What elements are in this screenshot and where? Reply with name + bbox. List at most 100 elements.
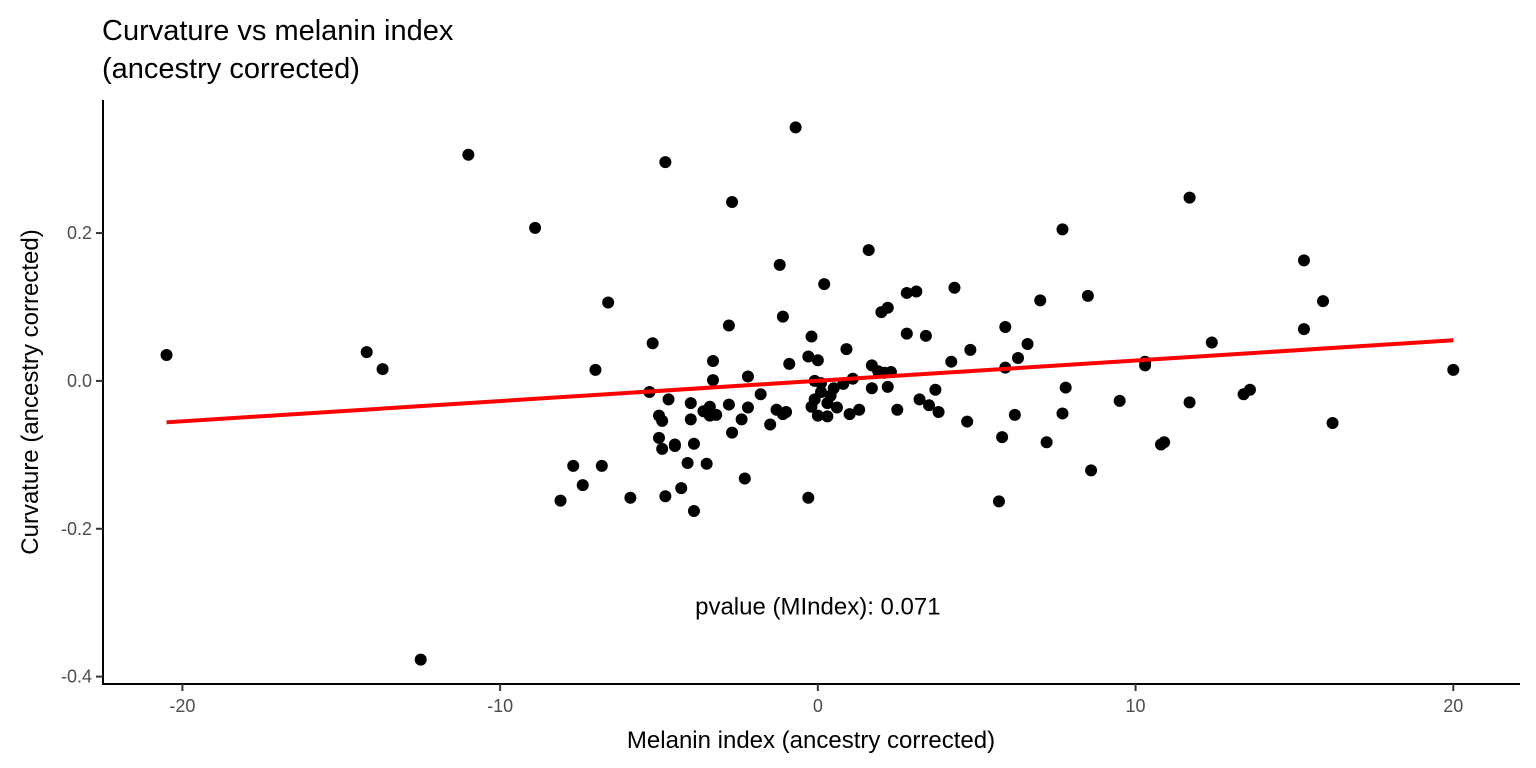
- data-point: [741, 401, 754, 414]
- data-point: [659, 490, 672, 503]
- data-point: [662, 393, 675, 406]
- data-point: [1012, 351, 1025, 364]
- data-point: [710, 408, 723, 421]
- x-tick-label: -20: [169, 696, 195, 716]
- data-point: [891, 403, 904, 416]
- data-point: [529, 221, 542, 234]
- data-point: [624, 491, 637, 504]
- x-tick-label: 20: [1443, 696, 1463, 716]
- data-point: [589, 363, 602, 376]
- data-point: [964, 343, 977, 356]
- data-point: [900, 286, 913, 299]
- y-axis-title: Curvature (ancestry corrected): [17, 229, 44, 554]
- data-point: [1113, 394, 1126, 407]
- data-point: [1183, 396, 1196, 409]
- data-point: [802, 491, 815, 504]
- data-point: [815, 386, 828, 398]
- data-point: [1183, 191, 1196, 204]
- data-point: [1059, 381, 1072, 394]
- data-point: [776, 310, 789, 323]
- data-point: [754, 388, 767, 401]
- data-point: [659, 156, 672, 169]
- data-point: [1297, 254, 1310, 267]
- data-point: [1297, 323, 1310, 336]
- data-point: [684, 397, 697, 410]
- data-point: [462, 148, 475, 161]
- data-point: [827, 382, 840, 395]
- data-point: [1447, 363, 1460, 376]
- y-tick-label: 0.0: [67, 371, 92, 391]
- data-point: [811, 409, 824, 422]
- data-point: [830, 401, 843, 414]
- data-point: [1040, 436, 1053, 449]
- data-point: [1056, 223, 1069, 236]
- data-point: [376, 363, 389, 376]
- y-axis-ticks: -0.4 -0.2 0.0 0.2: [61, 223, 103, 687]
- data-point: [722, 398, 735, 411]
- x-tick-label: -10: [487, 696, 513, 716]
- data-point: [1205, 336, 1218, 349]
- data-point: [414, 653, 427, 666]
- x-axis-title: Melanin index (ancestry corrected): [627, 727, 995, 754]
- data-point: [862, 244, 875, 257]
- data-point: [783, 357, 796, 370]
- data-point: [741, 370, 754, 383]
- data-point: [687, 437, 700, 450]
- x-tick-label: 10: [1126, 696, 1146, 716]
- data-point: [1008, 408, 1021, 421]
- data-point: [929, 383, 942, 396]
- data-point: [1317, 295, 1330, 308]
- data-point: [805, 330, 818, 343]
- data-point: [1021, 337, 1034, 350]
- data-point: [764, 418, 777, 431]
- data-point: [818, 278, 831, 291]
- pvalue-annotation: pvalue (MIndex): 0.071: [695, 593, 940, 620]
- data-point: [802, 350, 815, 363]
- data-point: [726, 196, 739, 209]
- data-point: [738, 472, 751, 485]
- y-tick-label: -0.2: [61, 519, 92, 539]
- data-point: [961, 415, 974, 428]
- data-point: [681, 456, 694, 469]
- data-point: [703, 400, 716, 413]
- data-point: [576, 479, 589, 492]
- x-tick-label: 0: [813, 696, 823, 716]
- data-point: [1085, 464, 1098, 477]
- data-point: [900, 327, 913, 340]
- data-point: [843, 408, 856, 421]
- data-point: [735, 413, 748, 426]
- data-point: [1243, 383, 1256, 396]
- data-point: [726, 426, 739, 439]
- data-point: [881, 380, 894, 393]
- data-point: [722, 319, 735, 332]
- data-point: [1056, 407, 1069, 420]
- data-point: [913, 393, 926, 406]
- data-point: [160, 349, 173, 362]
- data-point: [360, 346, 373, 359]
- data-point: [865, 382, 878, 395]
- data-point: [932, 405, 945, 418]
- data-point: [923, 399, 936, 412]
- data-point: [811, 354, 824, 367]
- data-point: [1034, 294, 1047, 307]
- data-point: [668, 438, 681, 451]
- regression-line: [166, 338, 1454, 425]
- data-point: [707, 354, 720, 367]
- data-point: [919, 329, 932, 342]
- data-point: [700, 457, 713, 470]
- data-point: [996, 431, 1009, 444]
- data-point: [1326, 417, 1339, 430]
- data-point: [595, 459, 608, 472]
- data-point: [554, 494, 567, 507]
- y-tick-label: -0.4: [61, 667, 92, 687]
- data-point: [656, 414, 669, 427]
- data-point: [684, 413, 697, 426]
- data-point: [910, 285, 923, 298]
- data-point: [840, 343, 853, 356]
- data-point: [1158, 436, 1171, 449]
- data-point: [687, 505, 700, 518]
- plot-area: [160, 121, 1460, 666]
- data-point: [999, 320, 1012, 333]
- chart-title-line2: (ancestry corrected): [102, 53, 360, 85]
